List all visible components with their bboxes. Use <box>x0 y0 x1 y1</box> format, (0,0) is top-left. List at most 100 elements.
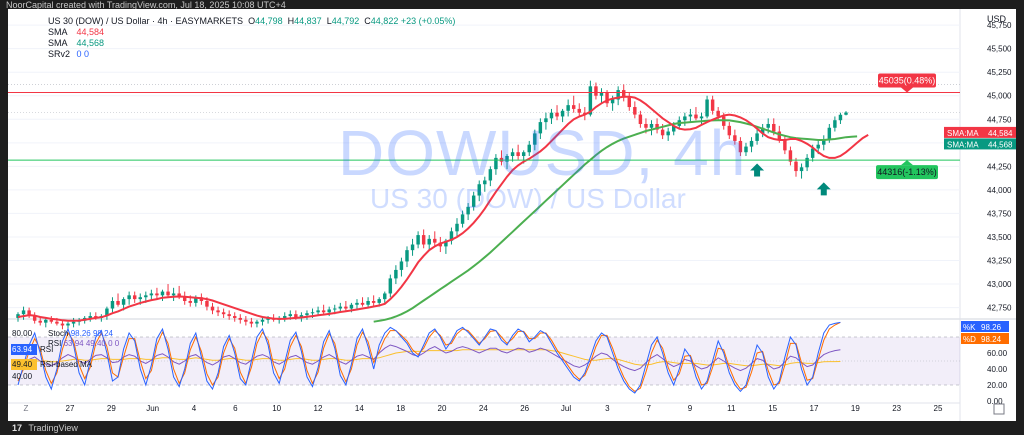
candle-body <box>288 314 293 317</box>
time-tick-label: 23 <box>892 404 901 413</box>
candle-body <box>227 314 231 317</box>
candle-body <box>427 238 431 245</box>
candle-body <box>733 135 737 141</box>
stoch-values: 98.26 98.24 <box>70 329 113 338</box>
sma-slow-tag-label: SMA:MA <box>947 140 979 149</box>
ohlc-close: C44,822 <box>364 16 399 26</box>
time-tick-label: 3 <box>605 404 610 413</box>
candle-body <box>688 114 693 117</box>
price-tick-label: 43,250 <box>987 257 1012 266</box>
candle-body <box>449 231 454 241</box>
time-tick-label: 4 <box>192 404 197 413</box>
rsi-legend-row[interactable]: RSI 63.94 49.40 0 0 <box>48 339 119 349</box>
resistance-label: 45035(0.48%) <box>879 75 936 85</box>
candle-body <box>155 293 159 296</box>
candle-body <box>727 125 732 136</box>
sma-fast-tag-value-bg <box>986 126 1016 138</box>
settings-gear-icon <box>993 403 1005 415</box>
sma-slow-tag-value: 44,568 <box>988 140 1013 149</box>
candle-body <box>116 300 120 305</box>
stoch-d-tag-label: %D <box>963 335 976 344</box>
sma-fast-tag-value: 44,584 <box>988 129 1013 138</box>
support-label-pointer <box>901 160 913 166</box>
osc-tick-label: 60.00 <box>987 349 1008 358</box>
stoch-k-line <box>17 321 841 394</box>
candle-body <box>421 235 426 245</box>
candle-body <box>510 152 515 156</box>
candle-body <box>810 148 815 158</box>
sma-slow-tag-label-bg <box>944 138 986 150</box>
candle-body <box>605 91 609 104</box>
candle-body <box>433 238 437 243</box>
candle-body <box>316 310 320 313</box>
candle-body <box>660 129 665 136</box>
candle-body <box>599 91 604 96</box>
legend-header: US 30 (DOW) / US Dollar · 4h · EASYMARKE… <box>48 16 455 60</box>
candle-body <box>32 316 37 321</box>
candle-body <box>166 291 170 296</box>
chart-svg[interactable]: USD45,75045,50045,25045,00044,75044,5004… <box>8 9 1016 421</box>
candle-body <box>283 316 287 318</box>
indicator-sma-slow[interactable]: SMA 44,568 <box>48 38 455 49</box>
indicator-name: SRv2 <box>48 49 71 59</box>
candle-body <box>783 139 787 151</box>
stoch-d-tag-value-bg <box>979 333 1009 344</box>
rsi-values: 63.94 49.40 0 0 <box>63 339 120 348</box>
resistance-label-bg <box>878 73 936 88</box>
candle-body <box>644 123 648 128</box>
time-tick-label: 12 <box>314 404 323 413</box>
candle-body <box>683 116 687 121</box>
candle-body <box>327 309 331 313</box>
candle-body <box>338 306 343 309</box>
rsi-line <box>17 344 841 372</box>
candle-body <box>60 323 65 326</box>
rsi-name: RSI <box>48 339 62 348</box>
indicator-sma-fast[interactable]: SMA 44,584 <box>48 27 455 38</box>
candle-body <box>544 118 548 123</box>
candle-body <box>366 300 370 305</box>
candle-body <box>377 299 381 303</box>
symbol-row[interactable]: US 30 (DOW) / US Dollar · 4h · EASYMARKE… <box>48 16 455 27</box>
symbol-title[interactable]: US 30 (DOW) / US Dollar · 4h · EASYMARKE… <box>48 16 244 26</box>
candle-body <box>571 105 576 109</box>
stoch-d-tag-value: 98.24 <box>981 335 1002 344</box>
price-tick-label: 42,750 <box>987 304 1012 313</box>
candle-body <box>177 293 181 298</box>
candle-body <box>460 214 465 224</box>
tradingview-logo-icon[interactable]: 17 <box>12 423 23 433</box>
indicator-srv2[interactable]: SRv2 0 0 <box>48 49 455 60</box>
support-label: 44316(-1.13%) <box>877 167 937 177</box>
candle-body <box>833 120 837 128</box>
sma-fast-tag-label: SMA:MA <box>947 129 979 138</box>
candle-body <box>127 295 131 300</box>
candle-body <box>294 314 298 317</box>
candle-body <box>471 195 476 207</box>
candle-body <box>383 293 387 300</box>
candle-body <box>766 123 770 128</box>
osc-tick-label: 40.00 <box>987 365 1008 374</box>
candle-body <box>772 123 776 132</box>
candle-body <box>233 316 237 318</box>
candle-body <box>255 321 259 324</box>
price-tick-label: 44,250 <box>987 162 1012 171</box>
candle-body <box>672 125 676 132</box>
candle-body <box>699 116 704 119</box>
time-tick-label: 14 <box>355 404 364 413</box>
candle-body <box>716 110 720 117</box>
candle-body <box>710 99 715 111</box>
indicator-value: 44,584 <box>76 27 105 37</box>
chart-panel[interactable]: USD45,75045,50045,25045,00044,75044,5004… <box>8 9 1016 421</box>
sma-slow-line <box>373 119 858 323</box>
price-tick-label: 43,000 <box>987 280 1012 289</box>
time-tick-label: 19 <box>851 404 860 413</box>
osc-tick-label: 20.00 <box>987 381 1008 390</box>
candle-body <box>455 223 459 232</box>
ohlc-open: O44,798 <box>248 16 283 26</box>
time-tick-label: 17 <box>810 404 819 413</box>
candle-body <box>705 99 709 117</box>
candle-body <box>38 320 42 323</box>
time-tick-label: 6 <box>233 404 238 413</box>
candle-body <box>494 157 498 170</box>
stoch-legend-row[interactable]: Stoch 98.26 98.24 <box>48 329 119 339</box>
candle-body <box>844 112 848 115</box>
